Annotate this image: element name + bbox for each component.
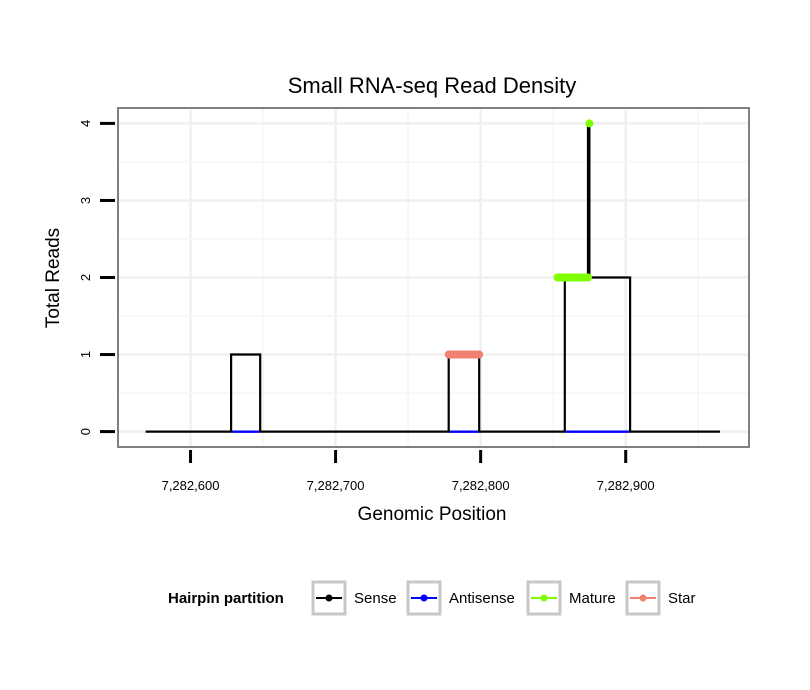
y-tick-label: 4 [78,120,93,127]
legend-key-point [420,594,428,602]
y-axis-title: Total Reads [43,228,64,328]
legend-key-point [325,594,333,602]
x-tick-label: 7,282,900 [597,478,655,493]
y-tick-label: 1 [78,351,93,358]
x-axis-title: Genomic Position [358,504,507,525]
legend: Hairpin partition Sense Antisense Mature St… [168,580,696,616]
grid [118,108,749,447]
mature-point [585,119,594,128]
x-tick-label: 7,282,800 [452,478,510,493]
legend-label: Star [668,590,696,607]
y-tick-label: 3 [78,197,93,204]
data-layer [145,119,720,433]
chart-title: Small RNA-seq Read Density [288,73,577,98]
axes: 7,282,600 7,282,700 7,282,800 7,282,900 0 1 2 3… [78,120,655,493]
y-tick-label: 2 [78,274,93,281]
legend-key-point [639,594,647,602]
legend-title: Hairpin partition [168,590,284,607]
x-tick-label: 7,282,600 [162,478,220,493]
legend-label: Antisense [449,590,515,607]
legend-label: Sense [354,590,397,607]
y-tick-label: 0 [78,428,93,435]
sense-line [145,122,720,433]
plot-panel-border [117,107,750,448]
legend-key-point [540,594,548,602]
legend-label: Mature [569,590,616,607]
x-tick-label: 7,282,700 [307,478,365,493]
